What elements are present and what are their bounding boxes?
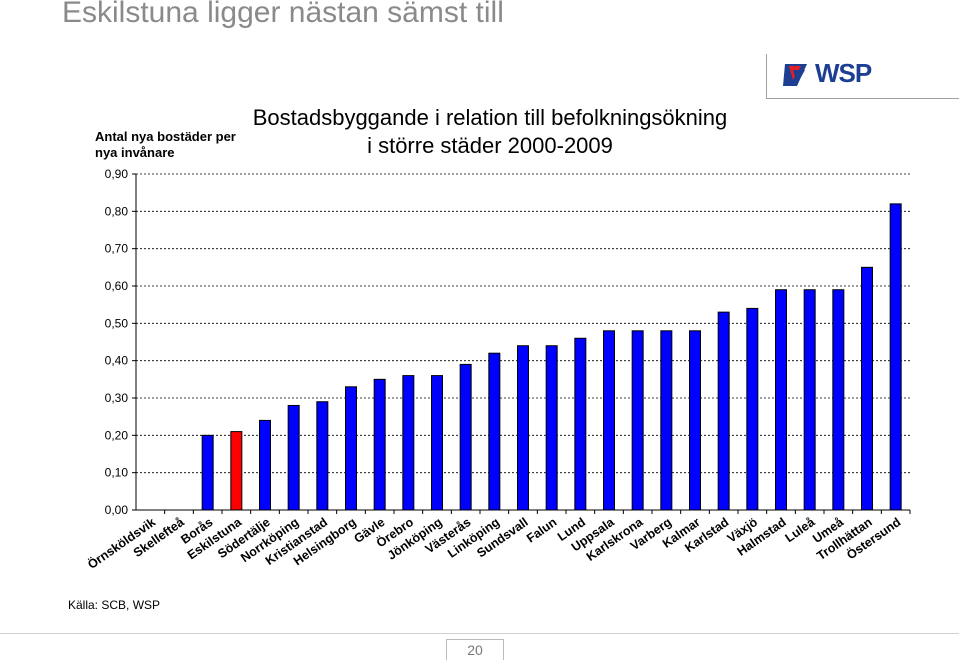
bar	[287, 404, 300, 511]
y-tick-label: 0,40	[105, 354, 129, 368]
x-tick-label: Luleå	[783, 515, 818, 545]
bar	[631, 330, 644, 511]
bar	[373, 378, 386, 511]
bar	[230, 431, 243, 511]
y-tick-label: 0,90	[105, 167, 129, 181]
bar	[717, 311, 730, 511]
bar	[201, 434, 214, 511]
y-tick-label: 0,80	[105, 204, 129, 218]
bar	[402, 375, 415, 511]
bar	[775, 289, 787, 511]
bar	[889, 203, 902, 511]
bar	[316, 401, 329, 511]
y-tick-label: 0,50	[105, 316, 129, 330]
y-tick-label: 0,60	[105, 279, 129, 293]
x-tick-label: Falun	[524, 515, 559, 546]
bar	[746, 307, 759, 511]
bar	[603, 330, 615, 511]
y-tick-label: 0,30	[105, 391, 129, 405]
bar	[345, 386, 357, 511]
bar	[545, 345, 558, 511]
bar	[832, 289, 845, 511]
y-tick-label: 0,20	[105, 428, 129, 442]
source-note: Källa: SCB, WSP	[68, 598, 161, 612]
bar	[259, 419, 271, 511]
bar	[459, 363, 472, 511]
footer-divider	[0, 633, 959, 634]
bar	[488, 352, 501, 511]
logo-text: WSP	[815, 58, 872, 88]
chart-title-line1: Bostadsbyggande i relation till befolkni…	[252, 105, 728, 130]
bar	[861, 266, 873, 511]
page-number: 20	[446, 639, 504, 660]
logo-frame	[766, 54, 959, 99]
wsp-logo	[767, 52, 881, 92]
y-tick-label: 0,00	[105, 503, 129, 517]
chart-title-line2: i större städer 2000-2009	[367, 133, 613, 158]
wsp-logo-icon	[783, 64, 807, 86]
bar	[803, 289, 816, 511]
y-axis-label: Antal nya bostäder per nya invånare	[95, 129, 236, 160]
bar	[660, 330, 673, 511]
bar	[431, 375, 443, 511]
slide-title: Eskilstuna ligger nästan sämst till	[62, 0, 504, 29]
bar	[689, 330, 701, 511]
bar	[517, 345, 529, 511]
chart-title: Bostadsbyggande i relation till befolkni…	[240, 104, 740, 160]
y-tick-label: 0,10	[105, 466, 129, 480]
y-tick-label: 0,70	[105, 242, 129, 256]
bar	[574, 337, 587, 511]
